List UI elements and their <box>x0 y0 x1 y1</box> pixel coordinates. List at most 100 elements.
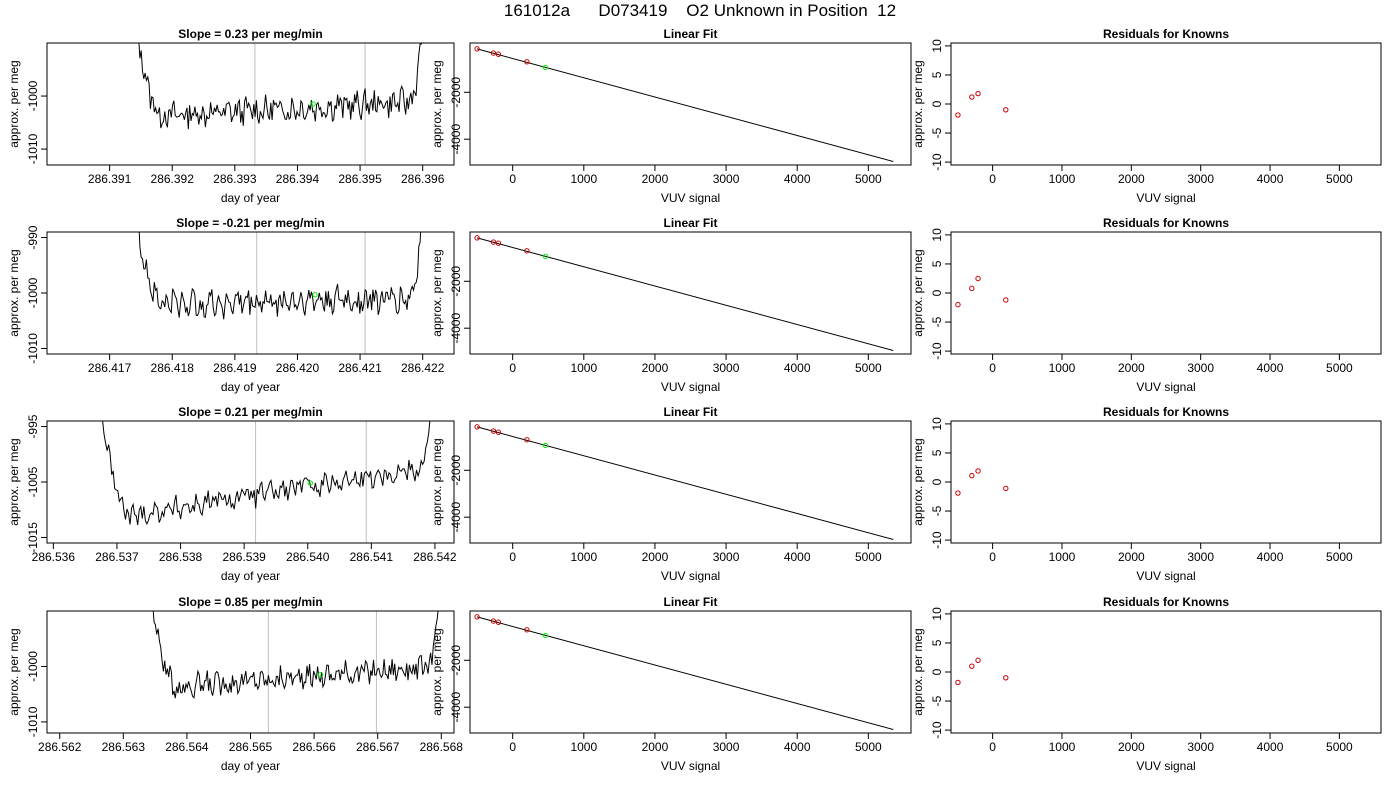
plot-frame <box>46 610 455 734</box>
residual-point <box>1003 675 1009 681</box>
plot-frame <box>46 42 455 166</box>
panel-title: Slope = 0.23 per meg/min <box>178 27 322 41</box>
y-tick-label: -2000 <box>449 455 463 486</box>
residuals-panel-4: Residuals for Knowns VUV signal approx. pe… <box>911 595 1382 773</box>
panel-title: Slope = 0.21 per meg/min <box>178 405 322 419</box>
y-tick-label: -10 <box>930 342 944 360</box>
timeseries-panel-2: Slope = -0.21 per meg/min day of year appr… <box>7 216 455 394</box>
y-tick-label: -1010 <box>26 133 40 164</box>
x-tick-label: 3000 <box>1187 550 1214 564</box>
x-tick-label: 286.422 <box>401 361 445 375</box>
known-point <box>490 50 497 56</box>
panel-title: Linear Fit <box>663 216 717 230</box>
plot-area <box>102 421 431 543</box>
residual-point <box>969 472 975 479</box>
x-tick-label: 286.565 <box>229 740 273 754</box>
x-tick-label: 2000 <box>1118 361 1145 375</box>
plot-area <box>474 46 894 162</box>
unknown-point <box>542 253 549 260</box>
panel-title: Slope = -0.21 per meg/min <box>176 216 324 230</box>
known-point <box>474 46 480 52</box>
x-tick-label: 4000 <box>1257 361 1284 375</box>
y-tick-label: 10 <box>930 228 944 242</box>
x-tick-label: 4000 <box>1257 550 1284 564</box>
residual-point <box>969 663 975 669</box>
residual-point <box>969 94 975 100</box>
x-tick-label: 286.537 <box>95 550 139 564</box>
x-tick-label: 2000 <box>1118 550 1145 564</box>
x-tick-label: 286.417 <box>88 361 132 375</box>
x-axis-label: VUV signal <box>661 759 720 773</box>
x-tick-label: 0 <box>509 172 516 186</box>
x-tick-label: 5000 <box>855 740 882 754</box>
x-tick-label: 286.421 <box>338 361 382 375</box>
x-tick-label: 3000 <box>713 550 740 564</box>
y-axis-label: approx. per meg <box>7 249 21 336</box>
x-tick-label: 5000 <box>1326 550 1353 564</box>
x-tick-label: 1000 <box>1049 361 1076 375</box>
x-tick-label: 286.536 <box>32 550 76 564</box>
panel-title: Slope = 0.85 per meg/min <box>178 595 322 609</box>
y-tick-label: -2000 <box>449 266 463 297</box>
x-tick-label: 286.568 <box>420 740 464 754</box>
x-tick-label: 1000 <box>570 550 597 564</box>
x-tick-label: 286.420 <box>276 361 320 375</box>
plot-area <box>474 424 894 540</box>
x-tick-label: 286.396 <box>401 172 445 186</box>
x-axis-label: VUV signal <box>1136 191 1195 205</box>
x-tick-label: 286.419 <box>213 361 257 375</box>
plot-area <box>955 657 1009 686</box>
panel-title: Residuals for Knowns <box>1103 27 1229 41</box>
x-tick-label: 0 <box>989 172 996 186</box>
y-axis-label: approx. per meg <box>430 438 444 525</box>
known-point <box>474 235 480 241</box>
x-tick-label: 286.562 <box>38 740 82 754</box>
residual-point <box>1003 297 1009 303</box>
x-tick-label: 286.393 <box>213 172 257 186</box>
known-point <box>490 618 497 624</box>
known-point <box>524 627 530 633</box>
known-point <box>495 619 502 625</box>
figure-title: 161012a D073419 O2 Unknown in Position 1… <box>503 1 897 20</box>
x-tick-label: 4000 <box>784 740 811 754</box>
linear-fit-panel-4: Linear Fit VUV signal approx. per meg 0 1000… <box>430 595 912 773</box>
x-tick-label: 4000 <box>784 172 811 186</box>
plot-area <box>474 235 894 351</box>
y-tick-label: 10 <box>930 417 944 431</box>
x-tick-label: 4000 <box>1257 172 1284 186</box>
x-tick-label: 5000 <box>855 550 882 564</box>
y-tick-label: 0 <box>930 100 944 107</box>
y-tick-label: 5 <box>930 639 944 646</box>
x-tick-label: 0 <box>989 550 996 564</box>
y-tick-label: -2000 <box>449 77 463 108</box>
x-tick-label: 3000 <box>1187 172 1214 186</box>
x-tick-label: 0 <box>509 361 516 375</box>
y-axis-label: approx. per meg <box>7 628 21 715</box>
residual-point <box>975 90 981 97</box>
x-tick-label: 0 <box>989 740 996 754</box>
unknown-point <box>542 64 549 71</box>
fit-line <box>476 426 894 540</box>
plot-area <box>138 43 423 165</box>
x-tick-label: 2000 <box>642 172 669 186</box>
x-axis-label: VUV signal <box>1136 569 1195 583</box>
x-tick-label: 286.539 <box>222 550 266 564</box>
x-tick-label: 286.538 <box>159 550 203 564</box>
signal-trace <box>138 232 422 320</box>
y-tick-label: -4000 <box>449 692 463 723</box>
x-tick-label: 0 <box>509 740 516 754</box>
x-tick-label: 3000 <box>713 740 740 754</box>
x-tick-label: 5000 <box>855 361 882 375</box>
timeseries-panel-1: Slope = 0.23 per meg/min day of year appro… <box>7 27 455 205</box>
x-tick-label: 4000 <box>1257 740 1284 754</box>
unknown-point <box>542 632 549 639</box>
unknown-point <box>312 291 318 298</box>
panel-title: Linear Fit <box>663 405 717 419</box>
timeseries-panel-3: Slope = 0.21 per meg/min day of year appro… <box>7 405 457 583</box>
x-tick-label: 286.563 <box>102 740 146 754</box>
y-tick-label: -5 <box>930 505 944 516</box>
y-tick-label: -1000 <box>26 651 40 682</box>
y-tick-label: -5 <box>930 695 944 706</box>
x-tick-label: 2000 <box>642 550 669 564</box>
